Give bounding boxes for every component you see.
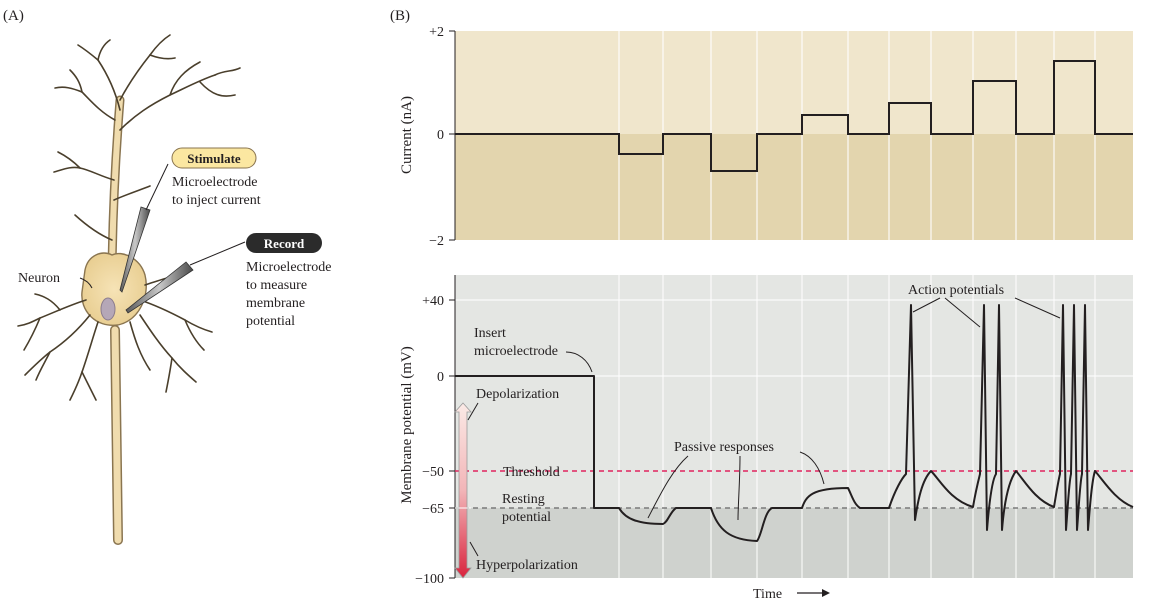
passive-responses-label: Passive responses (674, 440, 774, 455)
current-trace (455, 60, 1133, 172)
record-caption-3: membrane (246, 296, 305, 311)
record-badge: Record (246, 233, 322, 253)
current-tick-minus2: −2 (429, 234, 444, 249)
record-electrode (125, 241, 246, 314)
voltage-plot-bg (455, 275, 1133, 508)
voltage-plot: +40 0 −50 −65 −100 Membrane potential (m… (399, 275, 1134, 602)
record-caption-4: potential (246, 314, 295, 329)
hyperpolarization-label: Hyperpolarization (476, 558, 578, 573)
voltage-tick-plus40: +40 (422, 294, 444, 309)
insert-leader (565, 351, 593, 373)
panel-a: (A) (3, 8, 332, 545)
record-caption-2: to measure (246, 278, 307, 293)
action-leader-3 (1014, 297, 1061, 319)
stimulate-badge-label: Stimulate (187, 151, 241, 166)
threshold-label: Threshold (503, 465, 560, 480)
resting-label-2: potential (502, 510, 551, 525)
panel-a-label: (A) (3, 8, 24, 24)
current-tick-plus2: +2 (429, 25, 444, 40)
current-plot: +2 0 −2 Current (nA) (399, 25, 1133, 249)
passive-leader-1 (647, 455, 689, 519)
voltage-tick-minus65: −65 (422, 502, 444, 517)
resting-label-1: Resting (502, 492, 545, 507)
neuron-label: Neuron (18, 271, 60, 286)
voltage-plot-bg-below-rest (455, 508, 1133, 578)
insert-label-2: microelectrode (474, 344, 558, 359)
time-label: Time (753, 587, 782, 602)
neuron-drawing (17, 34, 241, 545)
depolarization-leader (467, 402, 479, 421)
membrane-potential-trace (455, 304, 1134, 542)
voltage-tick-minus50: −50 (422, 465, 444, 480)
voltage-ylabel: Membrane potential (mV) (399, 346, 415, 503)
panel-b: (B) +2 0 −2 Current (nA) (390, 8, 1134, 602)
record-caption-1: Microelectrode (246, 260, 332, 275)
voltage-tick-minus100: −100 (415, 572, 444, 587)
action-leader-2 (944, 297, 981, 328)
depolarization-label: Depolarization (476, 387, 559, 402)
voltage-tick-0: 0 (437, 370, 444, 385)
record-badge-label: Record (264, 236, 305, 251)
panel-b-label: (B) (390, 8, 410, 24)
insert-label-1: Insert (474, 326, 506, 341)
current-plot-bg-positive (455, 31, 1133, 134)
depol-hyperpol-arrow (454, 402, 472, 579)
current-tick-0: 0 (437, 128, 444, 143)
stimulate-badge: Stimulate (171, 147, 257, 169)
stimulate-caption-2: to inject current (172, 193, 261, 208)
action-leader-1 (912, 297, 941, 313)
passive-leader-2 (737, 455, 741, 521)
stimulate-caption-1: Microelectrode (172, 175, 258, 190)
stimulate-electrode (119, 163, 169, 293)
neuron-label-leader (79, 277, 93, 289)
passive-leader-3 (799, 451, 825, 485)
action-potentials-label: Action potentials (908, 283, 1004, 298)
hyperpolarization-leader (469, 541, 479, 557)
voltage-plot-gridlines (618, 275, 1096, 578)
time-arrow (797, 589, 830, 597)
current-ylabel: Current (nA) (399, 96, 415, 174)
current-plot-bg-negative (455, 134, 1133, 240)
